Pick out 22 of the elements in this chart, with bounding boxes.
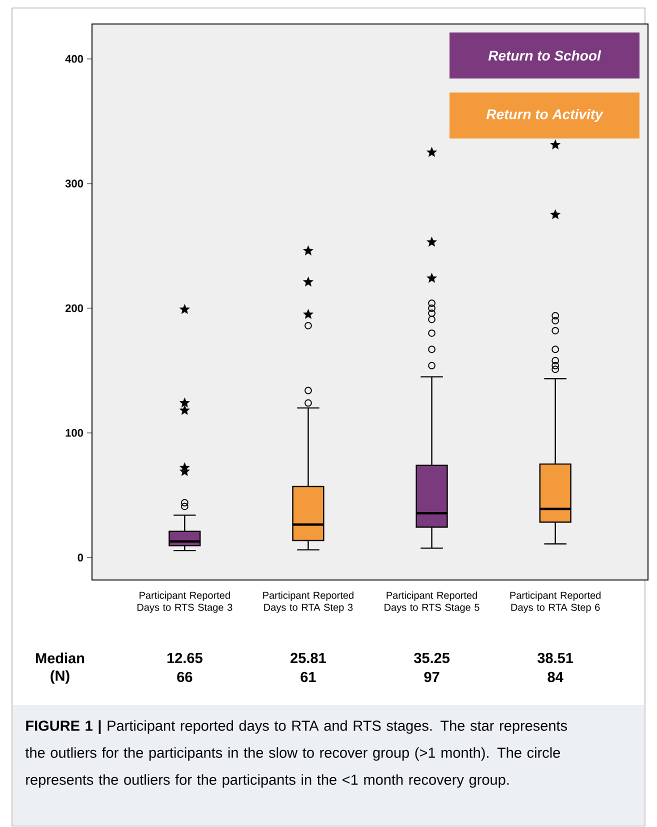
x-tick-label: Participant Reported Days to RTA Step 6: [510, 592, 601, 613]
text: 84: [548, 672, 564, 682]
x-tick-label: Participant Reported Days to RTA Step 3: [263, 592, 354, 613]
x-tick-label: Participant Reported Days to RTS Stage 3: [137, 592, 232, 613]
y-tick-label: 100: [66, 429, 84, 437]
text: Return to School: [488, 50, 602, 61]
x-tick-label: Participant Reported Days to RTS Stage 5: [384, 592, 480, 613]
text: 66: [177, 672, 192, 682]
text: Return to Activity: [486, 108, 604, 122]
text: 25.81: [290, 652, 326, 664]
text: (N): [50, 670, 70, 684]
y-tick-label: 0: [78, 554, 84, 562]
text: 97: [424, 672, 440, 682]
text: 35.25: [414, 652, 450, 664]
text: FIGURE 1 | Participant reported days to RTA and RTS stages. The star represents the outliers for the participants in the slow to recover group (>1 month). The circle represents the outliers for the participants in the <1 month recovery group.: [25, 720, 568, 788]
y-tick-label: 400: [65, 55, 84, 63]
y-tick-label: 200: [65, 304, 84, 312]
text: 61: [300, 672, 316, 682]
text: 12.65: [167, 652, 202, 664]
text: 38.51: [537, 652, 574, 664]
text: Median: [36, 652, 84, 664]
y-tick-label: 300: [65, 180, 84, 188]
